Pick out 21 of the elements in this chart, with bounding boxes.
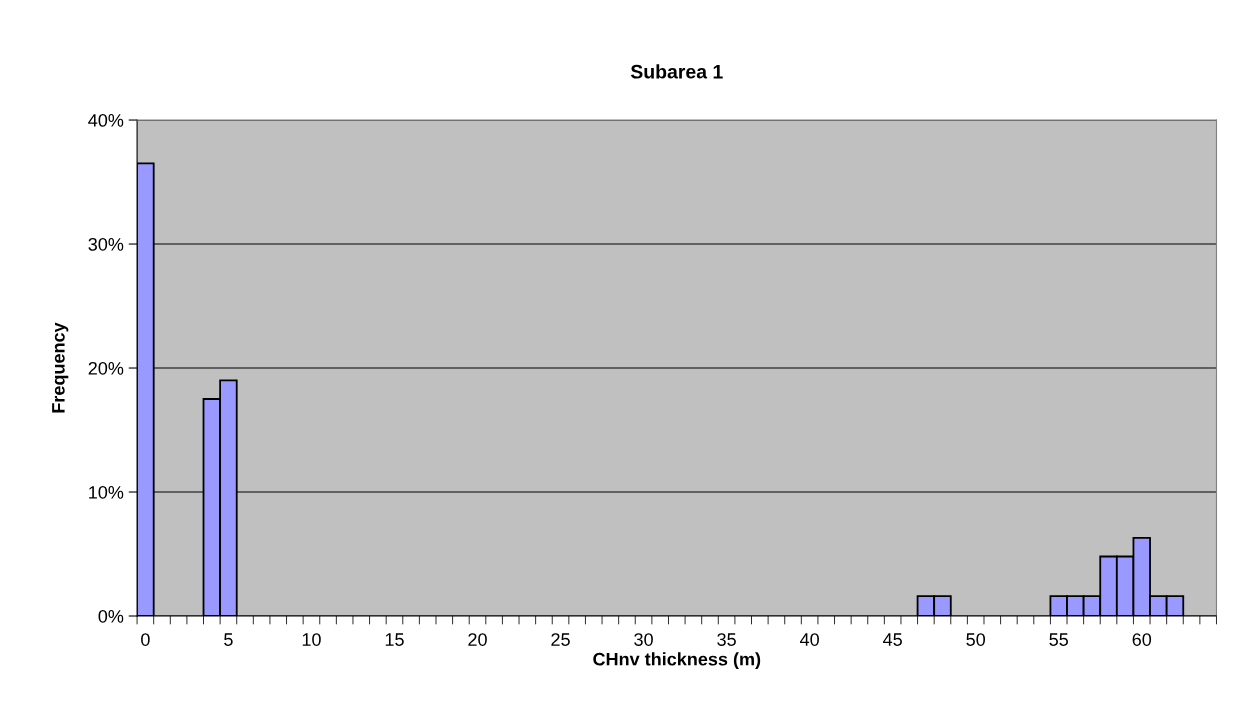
chart-title: Subarea 1	[630, 64, 723, 79]
x-tick-label: 60	[1132, 633, 1152, 646]
x-tick-label: 15	[385, 633, 404, 646]
x-tick-label: 30	[634, 633, 653, 646]
x-tick-label: 45	[883, 633, 902, 646]
y-tick-label: 0%	[98, 609, 124, 623]
x-tick-label: 0	[141, 633, 150, 646]
x-tick-label: 5	[224, 633, 233, 646]
x-tick-label: 35	[717, 633, 736, 646]
x-tick-label: 40	[800, 633, 819, 646]
y-tick-label: 20%	[88, 361, 124, 375]
y-tick-label: 40%	[88, 113, 124, 127]
y-tick-label: 10%	[89, 485, 124, 499]
y-axis-title: Frequency	[52, 322, 69, 413]
x-tick-label: 25	[551, 633, 570, 646]
x-tick-label: 20	[468, 633, 487, 646]
x-axis-title: CHnv thickness (m)	[593, 652, 761, 670]
x-tick-label: 10	[302, 633, 321, 646]
x-tick-label: 50	[966, 633, 986, 646]
y-tick-label: 30%	[88, 237, 124, 251]
x-tick-label: 55	[1049, 633, 1068, 646]
